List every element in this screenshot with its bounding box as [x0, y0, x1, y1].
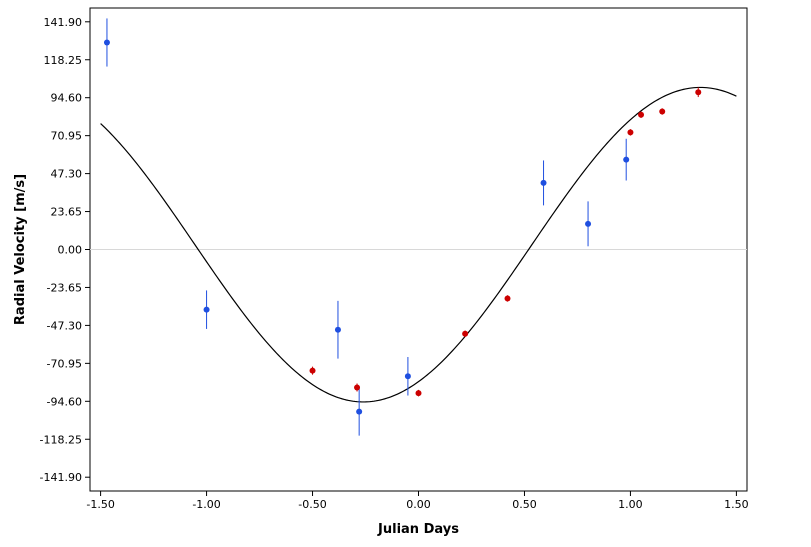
data-point: [334, 300, 341, 359]
data-point-marker: [623, 156, 630, 163]
data-point-marker: [695, 89, 702, 96]
data-points-group: [103, 18, 702, 436]
data-point: [203, 290, 210, 329]
data-point: [356, 387, 363, 436]
data-point-marker: [462, 330, 469, 337]
x-tick-label: -1.00: [192, 498, 220, 511]
data-point-marker: [659, 108, 666, 115]
data-point: [404, 357, 411, 396]
x-tick-label: 0.50: [512, 498, 537, 511]
data-point: [504, 295, 511, 302]
data-point-marker: [356, 408, 363, 415]
data-point: [415, 389, 422, 397]
y-tick-label: -47.30: [47, 319, 82, 332]
y-tick-label: 70.95: [51, 130, 83, 143]
data-point: [695, 87, 702, 98]
data-point-marker: [103, 39, 110, 46]
data-point-marker: [404, 373, 411, 380]
x-tick-label: 1.00: [618, 498, 643, 511]
model-fit-curve: [100, 86, 737, 403]
data-point: [638, 111, 645, 118]
data-point-marker: [415, 390, 422, 397]
data-point-marker: [309, 367, 316, 374]
data-point: [540, 160, 547, 206]
data-point-marker: [627, 129, 634, 136]
x-axis-ticks: -1.50 -1.00 -0.50 0.00 0.50 1.00 1.50: [86, 491, 749, 511]
data-point: [627, 129, 634, 136]
data-point-marker: [354, 384, 361, 391]
y-tick-label: 94.60: [51, 92, 83, 105]
data-point-marker: [504, 295, 511, 302]
y-tick-label: 118.25: [44, 54, 83, 67]
x-tick-label: -0.50: [298, 498, 326, 511]
data-point-marker: [638, 111, 645, 118]
x-tick-label: 1.50: [724, 498, 749, 511]
x-axis-title: Julian Days: [377, 522, 459, 537]
y-tick-label: -141.90: [40, 471, 82, 484]
data-point: [354, 383, 361, 392]
data-point-marker: [540, 179, 547, 186]
y-tick-label: -118.25: [40, 433, 82, 446]
y-tick-label: 23.65: [51, 206, 83, 219]
data-point: [585, 201, 592, 247]
data-point-marker: [203, 306, 210, 313]
data-point: [659, 108, 666, 115]
y-tick-label: -23.65: [47, 281, 82, 294]
data-point: [309, 366, 316, 375]
y-tick-label: 0.00: [58, 244, 83, 257]
data-point: [103, 18, 110, 67]
x-tick-label: -1.50: [86, 498, 114, 511]
y-axis-ticks: 141.90 118.25 94.60 70.95 47.30 23.65 0.00 -23.…: [40, 16, 90, 484]
y-tick-label: 47.30: [51, 168, 83, 181]
y-axis-title: Radial Velocity [m/s]: [13, 174, 28, 325]
data-point-marker: [334, 326, 341, 333]
y-tick-label: -94.60: [47, 395, 82, 408]
y-tick-label: -70.95: [47, 357, 82, 370]
data-point: [462, 330, 469, 337]
x-tick-label: 0.00: [406, 498, 431, 511]
y-tick-label: 141.90: [44, 16, 83, 29]
data-point: [623, 138, 630, 181]
data-point-marker: [585, 220, 592, 227]
